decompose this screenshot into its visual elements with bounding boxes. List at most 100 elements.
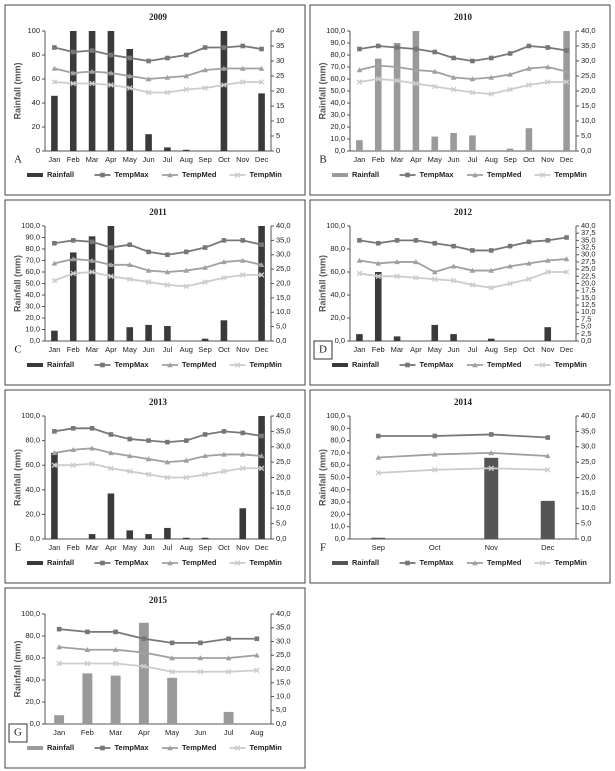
y2-tick-label: 17,5: [581, 286, 596, 295]
line-marker: [52, 45, 57, 50]
y-tick-label: 80,0: [25, 244, 40, 253]
x-tick-label: Jan: [48, 345, 60, 354]
y-tick-label: 60,0: [25, 460, 40, 469]
chart-title: 2013: [149, 397, 168, 407]
line-marker: [507, 280, 513, 287]
line-marker: [221, 429, 227, 434]
bar: [138, 622, 149, 724]
line-marker: [127, 436, 133, 442]
bar: [126, 327, 134, 341]
legend-label: TempMax: [115, 743, 150, 752]
line-marker: [51, 450, 58, 456]
y-tick-label: 80: [32, 50, 40, 59]
legend-label: TempMax: [115, 170, 150, 179]
y2-tick-label: 25: [276, 71, 284, 80]
bar: [88, 534, 96, 539]
panel-label-box: [313, 340, 333, 360]
line-marker: [356, 67, 363, 73]
bar: [51, 452, 58, 539]
x-tick-label: Dec: [541, 543, 555, 552]
y-tick-label: 100,0: [326, 221, 345, 230]
line-marker: [240, 43, 246, 49]
x-tick-label: Feb: [67, 345, 80, 354]
line-marker: [145, 279, 152, 285]
x-tick-label: Oct: [523, 155, 536, 164]
y2-tick-label: 25,0: [276, 264, 291, 273]
x-tick-label: May: [123, 155, 137, 164]
line-series: [59, 628, 257, 644]
line-marker: [70, 49, 76, 55]
y-axis-label: Rainfall (mm): [317, 255, 327, 312]
x-tick-label: Apr: [105, 155, 117, 164]
y-tick-label: 90,0: [330, 423, 345, 432]
line-marker: [526, 260, 532, 266]
line-marker: [146, 58, 151, 64]
line-marker: [84, 646, 91, 652]
y2-tick-label: 25,0: [581, 71, 596, 80]
line-marker: [526, 82, 532, 88]
panel: 2009 0 20 40 60 80 100 0 5 10 15 20 25 30 35 40 Rainfall…: [4, 4, 306, 196]
y2-tick-label: 40: [276, 26, 284, 35]
line-marker: [56, 644, 62, 650]
x-tick-label: Sep: [503, 345, 516, 354]
line-marker: [202, 264, 208, 270]
legend-marker: [234, 560, 241, 566]
y-tick-label: 10,0: [330, 134, 345, 143]
y2-tick-label: 5,0: [581, 519, 591, 528]
y2-tick-label: 10: [276, 116, 284, 125]
y2-tick-label: 10,0: [276, 503, 291, 512]
y2-tick-label: 20,0: [276, 472, 291, 481]
y-tick-label: 90,0: [25, 232, 40, 241]
line-marker: [141, 663, 147, 670]
y-tick-label: 20,0: [25, 313, 40, 322]
line-marker: [202, 432, 208, 437]
line-marker: [470, 248, 475, 253]
x-tick-label: Oct: [218, 543, 231, 552]
bar: [220, 31, 228, 151]
panel: 2015 0,0 20,0 40,0 60,0 80,0 100,0 0,0 5,0 10,0 15…: [4, 587, 306, 769]
line-marker: [52, 429, 57, 434]
y-tick-label: 0,0: [335, 146, 345, 155]
line-marker: [108, 432, 114, 437]
y2-tick-label: 30,0: [276, 250, 291, 259]
legend-marker: [100, 362, 105, 368]
line-marker: [356, 79, 363, 85]
legend-swatch: [27, 173, 43, 177]
line-marker: [183, 438, 189, 443]
x-tick-label: May: [428, 155, 442, 164]
y-tick-label: 30,0: [330, 497, 345, 506]
bar: [126, 49, 134, 151]
line-marker: [202, 45, 208, 50]
line-marker: [221, 259, 227, 265]
y2-tick-label: 35,0: [276, 426, 291, 435]
bar: [145, 134, 152, 151]
x-tick-label: Jun: [194, 728, 206, 737]
y2-tick-label: 25,0: [581, 264, 596, 273]
line-marker: [259, 433, 264, 439]
line-series: [359, 258, 567, 273]
line-marker: [259, 242, 264, 247]
bar: [563, 31, 570, 151]
legend-swatch: [332, 363, 348, 367]
y-axis-label: Rainfall (mm): [317, 449, 327, 506]
y2-tick-label: 0,0: [581, 336, 591, 345]
line-marker: [375, 273, 382, 280]
line-marker: [52, 240, 57, 246]
line-marker: [488, 285, 495, 291]
y2-tick-label: 37,5: [581, 228, 596, 237]
bar: [258, 226, 265, 341]
x-tick-label: Dec: [255, 155, 269, 164]
legend-label: TempMed: [182, 360, 217, 369]
line-marker: [183, 267, 190, 273]
legend-marker: [234, 745, 241, 751]
line-marker: [197, 668, 204, 675]
line-marker: [488, 55, 494, 61]
line-marker: [258, 272, 265, 278]
y-tick-label: 80,0: [330, 50, 345, 59]
y-tick-label: 0,0: [30, 534, 40, 543]
line-marker: [507, 51, 513, 56]
line-marker: [183, 249, 189, 255]
line-marker: [198, 640, 203, 646]
bar: [54, 715, 65, 724]
